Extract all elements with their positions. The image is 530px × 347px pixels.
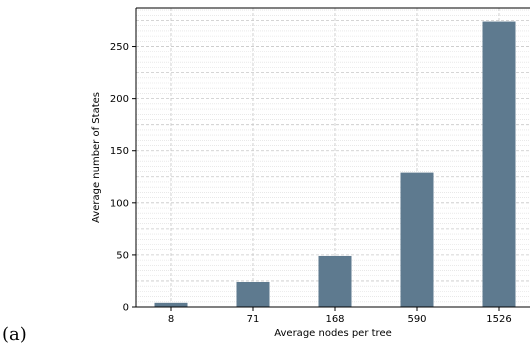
x-tick-label: 590 xyxy=(407,314,426,325)
y-ticks: 0 50 100 150 200 250 xyxy=(110,42,136,314)
x-tick-label: 168 xyxy=(325,314,344,325)
x-axis-title: Average nodes per tree xyxy=(274,328,392,339)
x-tick-label: 1526 xyxy=(486,314,511,325)
bar-8 xyxy=(154,302,188,307)
y-tick-label: 250 xyxy=(110,42,129,53)
bar-590 xyxy=(400,172,434,307)
y-tick-label: 0 xyxy=(123,303,129,314)
bars-layer xyxy=(154,21,516,308)
y-tick-label: 150 xyxy=(110,146,129,157)
bar-168 xyxy=(318,255,352,307)
y-tick-label: 100 xyxy=(110,198,129,209)
panel-label: (a) xyxy=(2,324,27,345)
x-ticks: 8 71 168 590 1526 xyxy=(168,307,512,325)
grid-layer xyxy=(136,8,530,308)
y-axis-title: Average number of States xyxy=(91,92,102,223)
y-tick-label: 50 xyxy=(116,250,129,261)
bar-1526 xyxy=(482,21,516,308)
bar-71 xyxy=(236,281,270,307)
x-tick-label: 71 xyxy=(247,314,260,325)
x-tick-label: 8 xyxy=(168,314,174,325)
y-tick-label: 200 xyxy=(110,94,129,105)
